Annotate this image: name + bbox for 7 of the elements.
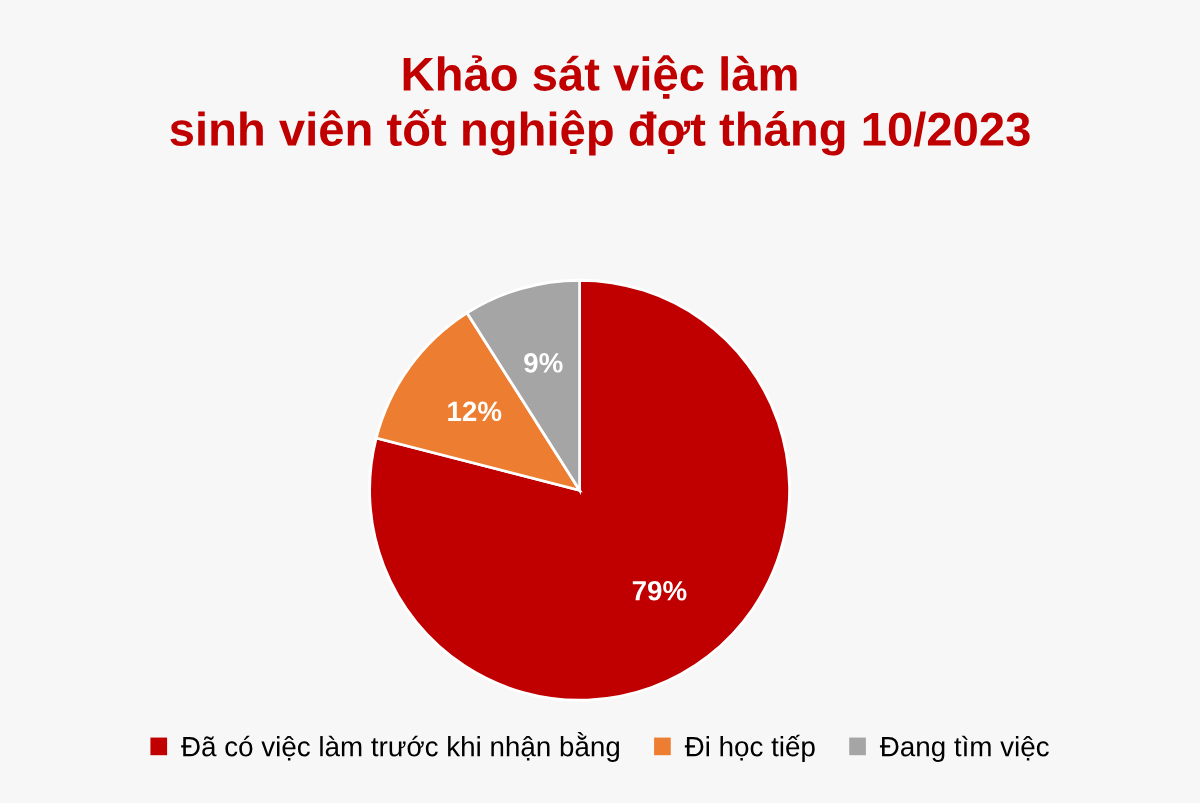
data-label: 9% bbox=[524, 353, 563, 373]
data-label: 79% bbox=[632, 580, 687, 601]
legend-label: Đang tìm việc bbox=[879, 735, 1049, 762]
chart-title: Khảo sát việc làm sinh viên tốt nghiệp đợt tháng 10/2023 bbox=[170, 55, 1030, 156]
legend-label: Đi học tiếp bbox=[684, 734, 815, 762]
legend-label: Đã có việc làm trước khi nhận bằng bbox=[181, 732, 619, 762]
data-label: 12% bbox=[448, 401, 502, 422]
